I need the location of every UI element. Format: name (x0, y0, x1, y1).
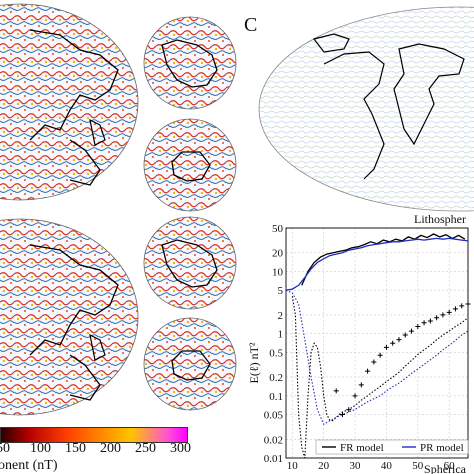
data-point-marker (459, 303, 465, 309)
data-point-marker (465, 301, 471, 307)
lithosphere-map (258, 6, 474, 212)
data-point-marker (365, 368, 371, 374)
legend-label: FR model (340, 442, 384, 454)
y-tick-label: 0.5 (269, 347, 283, 359)
colorbar-tick-label: 100 (30, 441, 51, 456)
data-point-marker (371, 359, 377, 365)
legend-label: PR model (420, 442, 464, 454)
colorbar-tick-label: 50 (0, 441, 10, 456)
power-spectrum-chart: 50 20 10 5 2 1 0.5 0.2 0.1 0.05 0.02 0.01 10 20 30 40 50… (247, 223, 471, 474)
data-point-marker (421, 320, 427, 326)
series-line (285, 289, 469, 425)
y-tick-label: 0.02 (264, 434, 283, 446)
polar-view-north-top (143, 16, 237, 110)
colorbar-tick-label: 250 (135, 441, 156, 456)
y-tick-label: 20 (272, 248, 284, 260)
plot-frame (285, 227, 469, 459)
y-axis-label: E(ℓ) nT² (247, 342, 261, 383)
polar-view-south-top (143, 118, 237, 212)
data-point-marker (377, 352, 383, 358)
legend-box (315, 439, 469, 455)
y-tick-label: 0.1 (269, 391, 283, 403)
y-tick-label: 50 (272, 223, 284, 235)
polar-view-north-bottom (143, 216, 237, 310)
y-tick-label: 1 (278, 329, 284, 341)
data-point-marker (346, 407, 352, 413)
y-tick-label: 5 (278, 285, 284, 297)
colorbar-tick-label: 300 (170, 441, 191, 456)
x-tick-label: 40 (381, 460, 393, 472)
data-point-marker (333, 388, 339, 394)
data-point-marker (352, 393, 358, 399)
colorbar-title: onent (nT) (0, 458, 58, 473)
data-point-marker (427, 318, 433, 324)
y-tick-label: 2 (278, 310, 284, 322)
x-tick-label: 30 (350, 460, 362, 472)
colorbar-tick-label: 200 (100, 441, 121, 456)
polar-view-south-bottom (143, 317, 237, 411)
data-point-marker (390, 340, 396, 346)
y-tick-label: 0.05 (264, 410, 284, 422)
y-tick-label: 0.2 (269, 372, 283, 384)
data-point-marker (409, 328, 415, 334)
series-line (285, 237, 469, 291)
colorbar-tick-label: 150 (65, 441, 86, 456)
data-point-marker (440, 312, 446, 318)
data-point-marker (396, 337, 402, 343)
data-point-marker (434, 315, 440, 321)
x-tick-label: 20 (318, 460, 330, 472)
x-tick-label: 50 (412, 460, 424, 472)
data-point-marker (358, 382, 364, 388)
data-point-marker (415, 324, 421, 330)
panel-letter: C (244, 14, 258, 36)
series-line (291, 296, 469, 459)
x-tick-label: 10 (287, 460, 299, 472)
mollweide-map-top (0, 3, 139, 201)
colorbar (0, 427, 188, 443)
data-point-marker (452, 306, 458, 312)
data-point-marker (339, 412, 345, 418)
data-point-marker (402, 332, 408, 338)
data-point-marker (383, 344, 389, 350)
series-line (301, 233, 466, 286)
y-tick-label: 10 (272, 266, 284, 278)
y-tick-label: 0.01 (264, 453, 283, 465)
data-point-marker (446, 309, 452, 315)
map-caption: Lithospher (414, 212, 466, 226)
x-tick-label: 60 (444, 460, 456, 472)
mollweide-map-bottom (0, 218, 139, 416)
x-axis-label: Spherica (424, 462, 467, 474)
